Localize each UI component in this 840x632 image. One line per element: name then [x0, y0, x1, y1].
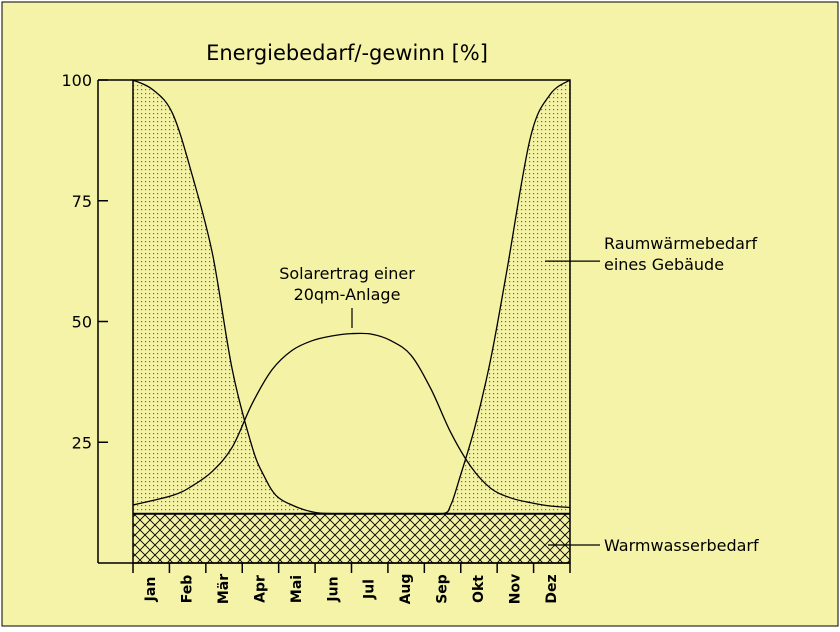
annotations: Raumwärmebedarf eines Gebäude Warmwasserbe… — [279, 234, 759, 555]
y-tick-label-50: 50 — [72, 313, 92, 332]
x-tick-label-Aug: Aug — [398, 574, 414, 605]
solar-yield-line — [133, 332, 570, 509]
heating-demand-line — [133, 80, 570, 516]
solar-yield-label-line-0: Solarertrag einer — [279, 264, 415, 283]
axes: 25 50 75 100 Jan Feb Mär Apr Mai Jun Jul Aug Sep Okt N… — [61, 71, 571, 605]
heating-demand-area — [133, 80, 570, 563]
y-tick-label-100: 100 — [61, 71, 92, 90]
x-tick-label-Apr: Apr — [252, 575, 268, 603]
x-tick-label-Feb: Feb — [180, 575, 196, 604]
y-tick-label-25: 25 — [72, 433, 92, 452]
x-tick-label-Jul: Jul — [362, 579, 378, 600]
x-tick-label-Jan: Jan — [143, 577, 159, 603]
hot-water-label-line-0: Warmwasserbedarf — [604, 536, 759, 555]
x-tick-label-Sep: Sep — [435, 574, 451, 604]
heating-demand-label-line-0: Raumwärmebedarf — [604, 234, 757, 253]
x-tick-label-Okt: Okt — [471, 575, 487, 603]
x-tick-label-Mai: Mai — [289, 575, 305, 603]
x-tick-label-Mär: Mär — [216, 574, 232, 604]
chart-title: Energiebedarf/-gewinn [%] — [206, 41, 488, 65]
y-tick-label-75: 75 — [72, 192, 92, 211]
heating-demand-label-line-1: eines Gebäude — [604, 255, 724, 274]
x-tick-label-Nov: Nov — [507, 574, 523, 604]
hot-water-demand-area — [133, 513, 570, 563]
solar-yield-label-line-1: 20qm-Anlage — [294, 285, 401, 304]
x-tick-label-Dez: Dez — [544, 574, 560, 603]
x-tick-label-Jun: Jun — [325, 576, 341, 602]
plot-area — [132, 79, 571, 564]
series-group — [133, 80, 570, 563]
